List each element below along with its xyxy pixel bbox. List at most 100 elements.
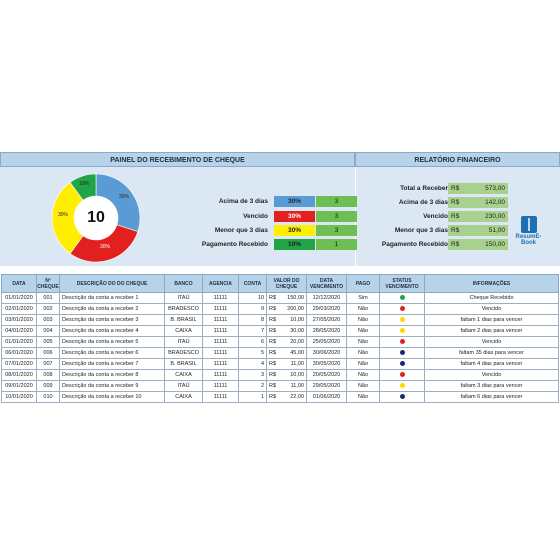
info-cell[interactable]: faltam 4 dias para vencer <box>424 358 559 370</box>
account-cell[interactable]: 8 <box>238 314 267 326</box>
status-cell[interactable] <box>379 369 425 381</box>
agency-cell[interactable]: 11111 <box>202 325 239 337</box>
bank-cell[interactable]: B. BRASIL <box>164 314 203 326</box>
agency-cell[interactable]: 11111 <box>202 303 239 315</box>
date-cell[interactable]: 01/01/2020 <box>1 336 37 348</box>
column-header[interactable]: BANCO <box>164 274 203 293</box>
agency-cell[interactable]: 11111 <box>202 380 239 392</box>
description-cell[interactable]: Descrição da conta a receber 1 <box>59 292 165 304</box>
date-cell[interactable]: 08/01/2020 <box>1 369 37 381</box>
description-cell[interactable]: Descrição da conta a receber 8 <box>59 369 165 381</box>
table-row[interactable]: 07/01/2020 007 Descrição da conta a recebe… <box>1 358 559 370</box>
account-cell[interactable]: 1 <box>238 391 267 403</box>
date-cell[interactable]: 03/01/2020 <box>1 314 37 326</box>
info-cell[interactable]: faltam 1 dias para vencer <box>424 314 559 326</box>
bank-cell[interactable]: CAIXA <box>164 391 203 403</box>
cheque-number-cell[interactable]: 010 <box>36 391 60 403</box>
info-cell[interactable]: faltam 35 dias para vencer <box>424 347 559 359</box>
paid-cell[interactable]: Não <box>346 314 380 326</box>
date-cell[interactable]: 10/01/2020 <box>1 391 37 403</box>
bank-cell[interactable]: ITAÚ <box>164 292 203 304</box>
description-cell[interactable]: Descrição da conta a receber 3 <box>59 314 165 326</box>
paid-cell[interactable]: Não <box>346 303 380 315</box>
amount-cell[interactable]: R$ 45,00 <box>266 347 307 359</box>
info-cell[interactable]: Vencido <box>424 369 559 381</box>
status-cell[interactable] <box>379 325 425 337</box>
description-cell[interactable]: Descrição da conta a receber 9 <box>59 380 165 392</box>
table-row[interactable]: 03/01/2020 003 Descrição da conta a recebe… <box>1 314 559 326</box>
status-cell[interactable] <box>379 347 425 359</box>
account-cell[interactable]: 4 <box>238 358 267 370</box>
description-cell[interactable]: Descrição da conta a receber 7 <box>59 358 165 370</box>
column-header[interactable]: AGENCIA <box>202 274 239 293</box>
column-header[interactable]: VALOR DO CHEQUE <box>266 274 307 293</box>
agency-cell[interactable]: 11111 <box>202 314 239 326</box>
cheque-number-cell[interactable]: 001 <box>36 292 60 304</box>
amount-cell[interactable]: R$ 11,00 <box>266 358 307 370</box>
description-cell[interactable]: Descrição da conta a receber 6 <box>59 347 165 359</box>
agency-cell[interactable]: 11111 <box>202 369 239 381</box>
due-date-cell[interactable]: 30/05/2020 <box>306 358 347 370</box>
column-header[interactable]: PAGO <box>346 274 380 293</box>
paid-cell[interactable]: Não <box>346 325 380 337</box>
account-cell[interactable]: 6 <box>238 336 267 348</box>
agency-cell[interactable]: 11111 <box>202 347 239 359</box>
description-cell[interactable]: Descrição da conta a receber 5 <box>59 336 165 348</box>
due-date-cell[interactable]: 30/06/2020 <box>306 347 347 359</box>
table-row[interactable]: 08/01/2020 008 Descrição da conta a recebe… <box>1 369 559 381</box>
date-cell[interactable]: 09/01/2020 <box>1 380 37 392</box>
table-row[interactable]: 06/01/2020 006 Descrição da conta a recebe… <box>1 347 559 359</box>
cheque-number-cell[interactable]: 007 <box>36 358 60 370</box>
due-date-cell[interactable]: 01/06/2020 <box>306 391 347 403</box>
amount-cell[interactable]: R$ 200,00 <box>266 303 307 315</box>
description-cell[interactable]: Descrição da conta a receber 10 <box>59 391 165 403</box>
status-cell[interactable] <box>379 292 425 304</box>
description-cell[interactable]: Descrição da conta a receber 2 <box>59 303 165 315</box>
bank-cell[interactable]: BRADESCO <box>164 303 203 315</box>
column-header[interactable]: DATA VENCIMENTO <box>306 274 347 293</box>
cheque-number-cell[interactable]: 003 <box>36 314 60 326</box>
due-date-cell[interactable]: 29/03/2020 <box>306 303 347 315</box>
date-cell[interactable]: 01/01/2020 <box>1 292 37 304</box>
status-cell[interactable] <box>379 336 425 348</box>
amount-cell[interactable]: R$ 20,00 <box>266 336 307 348</box>
agency-cell[interactable]: 11111 <box>202 391 239 403</box>
account-cell[interactable]: 7 <box>238 325 267 337</box>
table-row[interactable]: 04/01/2020 004 Descrição da conta a recebe… <box>1 325 559 337</box>
account-cell[interactable]: 9 <box>238 303 267 315</box>
due-date-cell[interactable]: 20/05/2020 <box>306 369 347 381</box>
account-cell[interactable]: 5 <box>238 347 267 359</box>
info-cell[interactable]: Vencido <box>424 336 559 348</box>
bank-cell[interactable]: CAIXA <box>164 369 203 381</box>
table-row[interactable]: 09/01/2020 009 Descrição da conta a recebe… <box>1 380 559 392</box>
date-cell[interactable]: 04/01/2020 <box>1 325 37 337</box>
column-header[interactable]: DESCRIÇÃO DO DO CHEQUE <box>59 274 165 293</box>
amount-cell[interactable]: R$ 10,00 <box>266 314 307 326</box>
description-cell[interactable]: Descrição da conta a receber 4 <box>59 325 165 337</box>
amount-cell[interactable]: R$ 10,00 <box>266 369 307 381</box>
paid-cell[interactable]: Não <box>346 336 380 348</box>
paid-cell[interactable]: Não <box>346 347 380 359</box>
column-header[interactable]: CONTA <box>238 274 267 293</box>
status-cell[interactable] <box>379 314 425 326</box>
cheque-number-cell[interactable]: 006 <box>36 347 60 359</box>
bank-cell[interactable]: BRADESCO <box>164 347 203 359</box>
table-row[interactable]: 02/01/2020 002 Descrição da conta a recebe… <box>1 303 559 315</box>
account-cell[interactable]: 10 <box>238 292 267 304</box>
amount-cell[interactable]: R$ 30,00 <box>266 325 307 337</box>
info-cell[interactable]: faltam 2 dias para vencer <box>424 325 559 337</box>
date-cell[interactable]: 06/01/2020 <box>1 347 37 359</box>
cheque-number-cell[interactable]: 004 <box>36 325 60 337</box>
agency-cell[interactable]: 11111 <box>202 358 239 370</box>
info-cell[interactable]: faltam 3 dias para vencer <box>424 380 559 392</box>
status-cell[interactable] <box>379 303 425 315</box>
paid-cell[interactable]: Não <box>346 391 380 403</box>
agency-cell[interactable]: 11111 <box>202 336 239 348</box>
amount-cell[interactable]: R$ 11,00 <box>266 380 307 392</box>
due-date-cell[interactable]: 29/05/2020 <box>306 380 347 392</box>
status-cell[interactable] <box>379 391 425 403</box>
column-header[interactable]: DATA <box>1 274 37 293</box>
table-row[interactable]: 10/01/2020 010 Descrição da conta a recebe… <box>1 391 559 403</box>
table-row[interactable]: 01/01/2020 005 Descrição da conta a recebe… <box>1 336 559 348</box>
column-header[interactable]: Nº CHEQUE <box>36 274 60 293</box>
